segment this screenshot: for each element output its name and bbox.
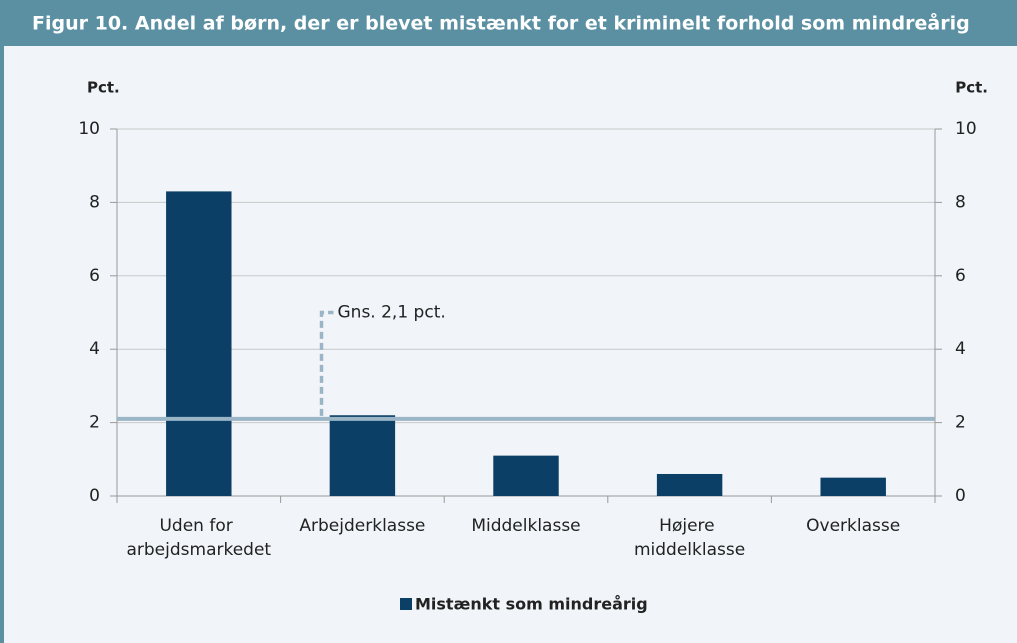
- y2-tick-label: 6: [955, 266, 966, 286]
- y-tick-label: 10: [78, 119, 100, 139]
- y2-axis-label: Pct.: [955, 79, 988, 97]
- y2-tick-label: 0: [955, 486, 966, 506]
- y-tick-label: 0: [89, 486, 100, 506]
- y-tick-label: 8: [89, 192, 100, 212]
- bar: [329, 415, 396, 496]
- x-tick-label: Uden for arbejdsmarkedet: [126, 516, 271, 560]
- y2-tick-label: 10: [955, 119, 977, 139]
- title-bar: [0, 0, 1017, 46]
- y2-tick-label: 8: [955, 192, 966, 212]
- bar: [493, 455, 559, 496]
- annotation-label: Gns. 2,1 pct.: [338, 303, 446, 323]
- left-border: [0, 46, 4, 643]
- y-tick-label: 2: [89, 413, 100, 433]
- legend-label: Mistænkt som mindreårig: [415, 595, 648, 614]
- y-tick-label: 6: [89, 266, 100, 286]
- y2-tick-label: 2: [955, 413, 966, 433]
- x-tick-label: Overklasse: [806, 516, 900, 536]
- y-axis-label: Pct.: [87, 79, 120, 97]
- x-tick-label: Højere middelklasse: [634, 516, 745, 560]
- bar: [166, 191, 232, 496]
- y-tick-label: 4: [89, 339, 100, 359]
- bar: [656, 473, 723, 496]
- chart-title: Figur 10. Andel af børn, der er blevet m…: [32, 11, 970, 35]
- x-tick-label: Arbejderklasse: [299, 516, 425, 536]
- y2-tick-label: 4: [955, 339, 966, 359]
- annotation-leader: [319, 310, 334, 416]
- bar: [820, 477, 886, 496]
- x-tick-label: Middelklasse: [471, 516, 580, 536]
- legend-swatch: [400, 598, 412, 610]
